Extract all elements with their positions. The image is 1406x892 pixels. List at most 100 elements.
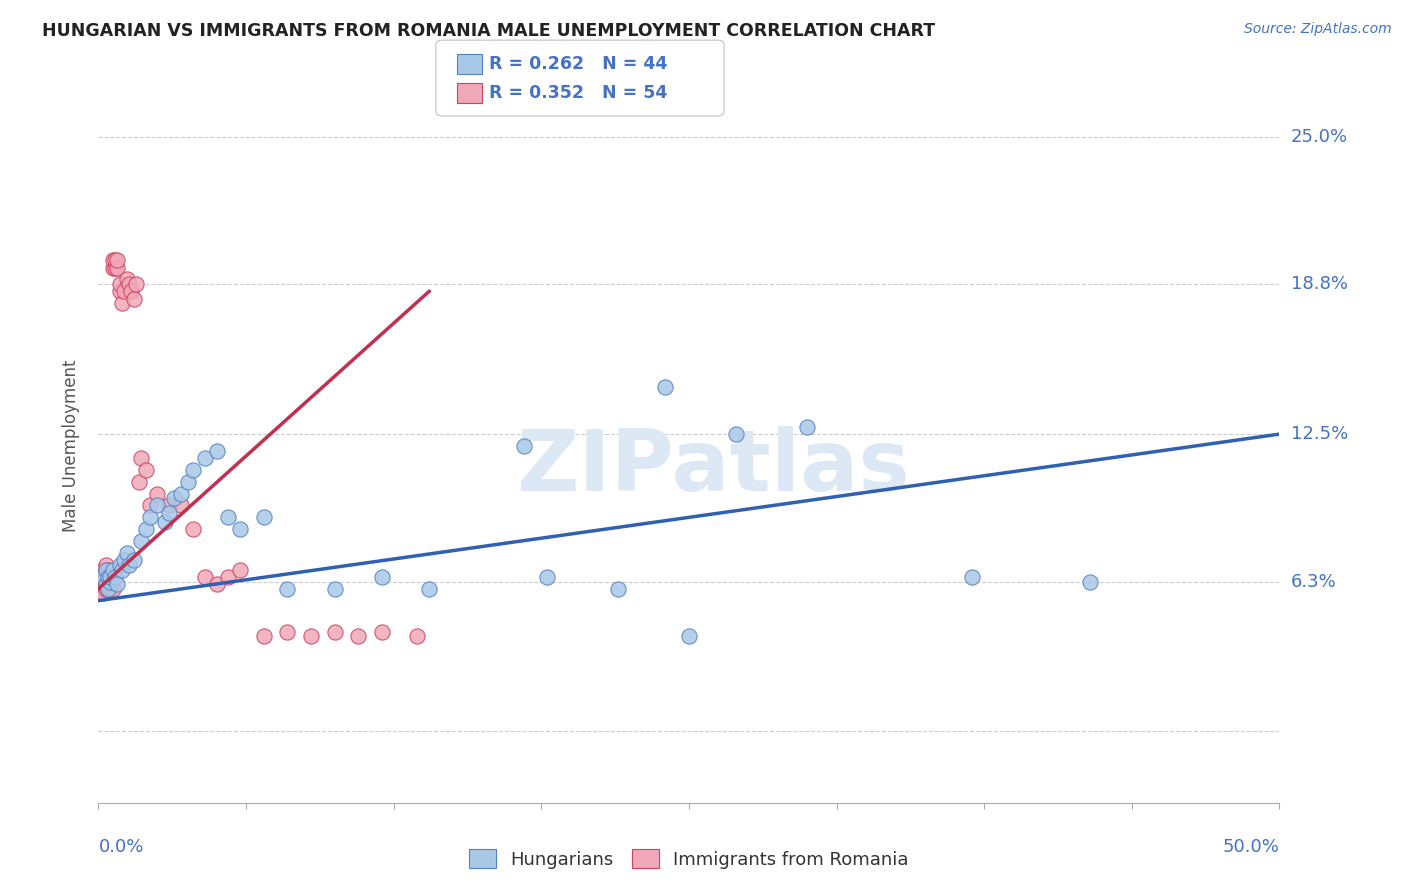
Point <box>170 499 193 513</box>
Point <box>194 570 217 584</box>
Point <box>111 563 134 577</box>
Point <box>91 570 114 584</box>
Point <box>276 624 298 639</box>
Point <box>105 253 128 268</box>
Point <box>97 570 120 584</box>
Point <box>94 558 117 572</box>
Point <box>97 582 120 596</box>
Point <box>115 272 138 286</box>
Point <box>98 582 121 596</box>
Point <box>101 582 124 596</box>
Point <box>121 285 143 299</box>
Point <box>97 577 120 591</box>
Point <box>194 450 217 465</box>
Point <box>128 475 150 489</box>
Point <box>512 439 534 453</box>
Point <box>122 553 145 567</box>
Point <box>157 506 180 520</box>
Point <box>323 582 346 596</box>
Point <box>94 563 117 577</box>
Point <box>177 475 200 489</box>
Point <box>607 582 630 596</box>
Point <box>101 253 124 268</box>
Point <box>217 570 239 584</box>
Point <box>94 570 117 584</box>
Point <box>115 546 138 560</box>
Point <box>97 563 120 577</box>
Point <box>253 510 276 524</box>
Point <box>108 277 131 292</box>
Point <box>371 570 394 584</box>
Point <box>98 570 121 584</box>
Point <box>122 292 145 306</box>
Point <box>97 570 120 584</box>
Point <box>181 522 204 536</box>
Point <box>101 563 124 577</box>
Point <box>112 553 135 567</box>
Point <box>796 420 818 434</box>
Point <box>229 563 252 577</box>
Point <box>108 558 131 572</box>
Text: 50.0%: 50.0% <box>1223 838 1279 856</box>
Point <box>129 534 152 549</box>
Point <box>418 582 440 596</box>
Point <box>94 577 117 591</box>
Point <box>205 443 228 458</box>
Point <box>111 296 134 310</box>
Point <box>217 510 239 524</box>
Point <box>91 563 114 577</box>
Point <box>129 450 152 465</box>
Point <box>98 577 121 591</box>
Point <box>725 427 748 442</box>
Point <box>153 515 176 529</box>
Point <box>371 624 394 639</box>
Point <box>406 629 429 643</box>
Point <box>90 582 112 596</box>
Text: R = 0.352   N = 54: R = 0.352 N = 54 <box>489 84 668 102</box>
Point <box>205 577 228 591</box>
Text: ZIPatlas: ZIPatlas <box>516 425 910 509</box>
Point <box>101 260 124 275</box>
Text: 0.0%: 0.0% <box>98 838 143 856</box>
Text: R = 0.262   N = 44: R = 0.262 N = 44 <box>489 55 668 73</box>
Point <box>678 629 700 643</box>
Point <box>105 260 128 275</box>
Point <box>347 629 370 643</box>
Point <box>135 463 157 477</box>
Point <box>139 510 162 524</box>
Point <box>654 379 676 393</box>
Text: HUNGARIAN VS IMMIGRANTS FROM ROMANIA MALE UNEMPLOYMENT CORRELATION CHART: HUNGARIAN VS IMMIGRANTS FROM ROMANIA MAL… <box>42 22 935 40</box>
Point <box>253 629 276 643</box>
Point <box>139 499 162 513</box>
Point <box>112 285 135 299</box>
Point <box>157 499 180 513</box>
Point <box>98 574 121 589</box>
Point <box>104 570 127 584</box>
Point <box>536 570 558 584</box>
Point <box>97 582 120 596</box>
Text: 12.5%: 12.5% <box>1291 425 1348 443</box>
Point <box>146 499 169 513</box>
Point <box>98 570 121 584</box>
Point <box>118 558 141 572</box>
Point <box>276 582 298 596</box>
Point <box>91 570 114 584</box>
Text: 18.8%: 18.8% <box>1291 276 1347 293</box>
Text: 6.3%: 6.3% <box>1291 573 1336 591</box>
Point <box>299 629 322 643</box>
Text: 25.0%: 25.0% <box>1291 128 1348 145</box>
Text: Source: ZipAtlas.com: Source: ZipAtlas.com <box>1244 22 1392 37</box>
Point <box>104 260 127 275</box>
Point <box>90 570 112 584</box>
Point <box>323 624 346 639</box>
Y-axis label: Male Unemployment: Male Unemployment <box>62 359 80 533</box>
Point <box>91 577 114 591</box>
Point <box>1080 574 1102 589</box>
Point <box>962 570 984 584</box>
Point <box>108 285 131 299</box>
Point <box>94 563 117 577</box>
Point <box>135 522 157 536</box>
Point <box>104 253 127 268</box>
Point <box>118 277 141 292</box>
Legend: Hungarians, Immigrants from Romania: Hungarians, Immigrants from Romania <box>461 842 917 876</box>
